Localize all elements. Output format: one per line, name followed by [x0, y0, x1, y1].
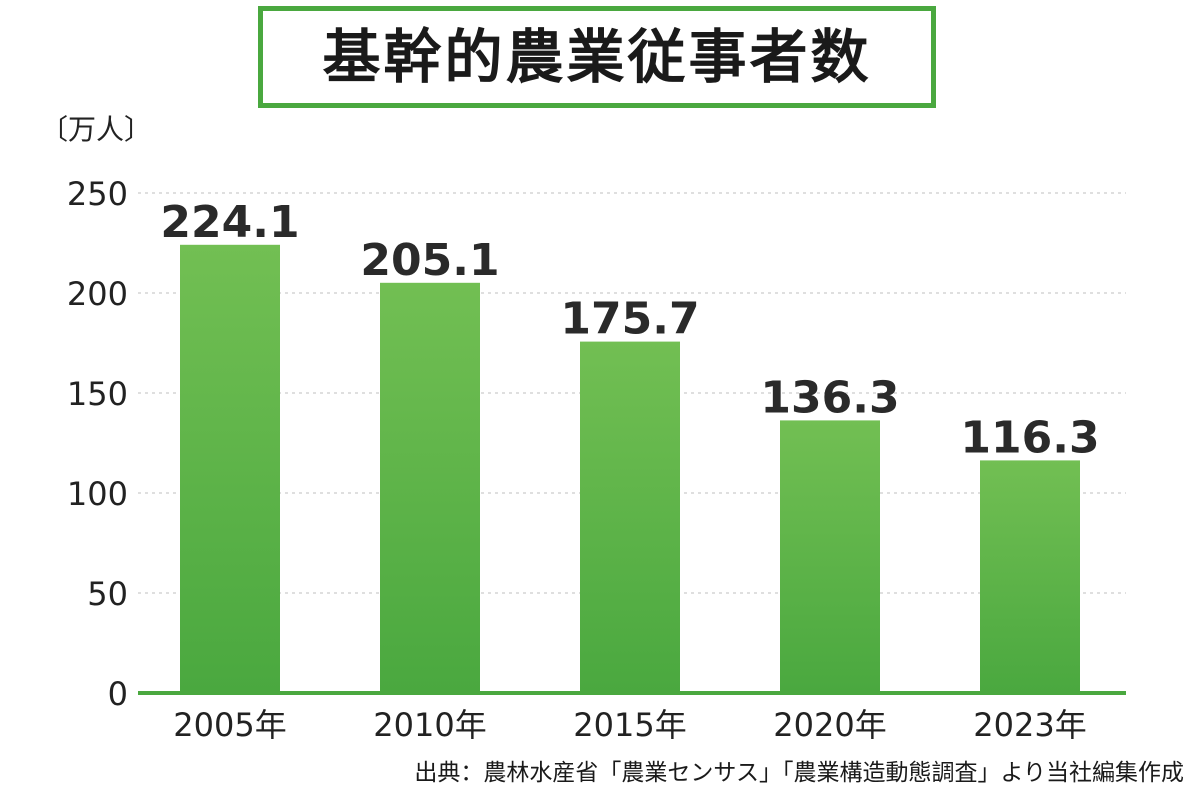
x-tick-label: 2020年	[773, 706, 886, 744]
bar	[580, 341, 680, 693]
y-tick-label: 0	[108, 675, 128, 713]
bar	[980, 460, 1080, 693]
value-labels: 224.1 205.1 175.7 136.3 116.3	[160, 197, 1099, 464]
x-tick-label: 2005年	[173, 706, 286, 744]
bar-value-label: 116.3	[960, 412, 1099, 463]
bar-value-label: 224.1	[160, 197, 299, 248]
bar-value-label: 136.3	[760, 372, 899, 423]
title-box: 基幹的農業従事者数	[258, 6, 936, 108]
y-tick-label: 150	[67, 375, 128, 413]
y-tick-label: 100	[67, 475, 128, 513]
bar-value-label: 205.1	[360, 235, 499, 286]
bar	[180, 244, 280, 694]
y-axis-ticks: 0 50 100 150 200 250	[67, 175, 128, 713]
x-tick-label: 2023年	[973, 706, 1086, 744]
bars	[180, 244, 1080, 694]
source-note: 出典：農林水産省「農業センサス」「農業構造動態調査」より当社編集作成	[414, 760, 1184, 786]
y-axis-unit-label: 〔万人〕	[40, 113, 153, 146]
y-tick-label: 200	[67, 275, 128, 313]
y-tick-label: 250	[67, 175, 128, 213]
x-tick-label: 2010年	[373, 706, 486, 744]
chart-title: 基幹的農業従事者数	[322, 23, 872, 91]
x-tick-label: 2015年	[573, 706, 686, 744]
bar-value-label: 175.7	[560, 294, 699, 345]
x-axis-ticks: 2005年 2010年 2015年 2020年 2023年	[173, 706, 1086, 744]
y-tick-label: 50	[87, 575, 128, 613]
bar	[780, 420, 880, 693]
bar	[380, 282, 480, 693]
